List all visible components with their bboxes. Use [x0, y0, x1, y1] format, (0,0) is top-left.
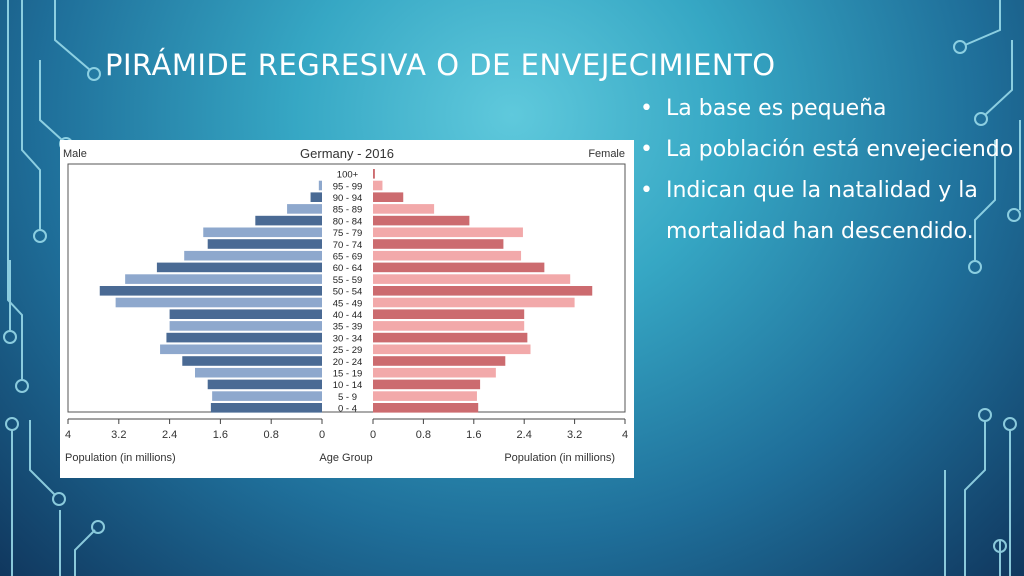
pyramid-svg: Germany - 2016 Male Female 100+95 - 9990…: [63, 146, 628, 464]
bullet-item: • Indican que la natalidad y la mortalida…: [636, 170, 1016, 252]
tick-label-right: 4: [622, 429, 628, 441]
female-bar-90-94: [373, 192, 404, 202]
x-axis-label-left: Population (in millions): [65, 452, 176, 464]
female-bar-50-54: [373, 286, 593, 296]
bullet-text: Indican que la natalidad y la mortalidad…: [666, 178, 978, 244]
age-group-label: 80 - 84: [333, 216, 363, 227]
chart-title: Germany - 2016: [300, 146, 394, 161]
male-bar-70-74: [207, 239, 322, 249]
female-bar-25-29: [373, 344, 531, 355]
tick-label-right: 0: [370, 429, 376, 441]
tick-label-left: 4: [65, 429, 71, 441]
bullet-item: • La base es pequeña: [636, 88, 1016, 129]
age-group-label: 85 - 89: [333, 205, 363, 216]
female-bar-10-14: [373, 379, 481, 390]
male-bar-50-54: [99, 286, 322, 296]
age-group-label: 45 - 49: [333, 298, 363, 309]
x-axis-label-right: Population (in millions): [504, 452, 615, 464]
tick-label-right: 0.8: [416, 429, 431, 441]
tick-label-left: 0.8: [264, 429, 279, 441]
female-bar-30-34: [373, 332, 528, 343]
age-group-label: 90 - 94: [333, 193, 363, 204]
female-bar-40-44: [373, 309, 525, 319]
age-group-label: 95 - 99: [333, 181, 363, 192]
age-group-label: 50 - 54: [333, 287, 363, 298]
male-bar-90-94: [310, 192, 322, 202]
male-bar-65-69: [184, 250, 322, 261]
male-bar-80-84: [255, 215, 322, 226]
tick-label-left: 1.6: [213, 429, 228, 441]
slide-title: PIRÁMIDE REGRESIVA O DE ENVEJECIMIENTO: [105, 48, 776, 82]
age-group-label: 5 - 9: [338, 392, 357, 403]
male-bar-30-34: [166, 332, 322, 343]
bullet-dot-icon: •: [640, 137, 653, 162]
age-group-label: 40 - 44: [333, 310, 363, 321]
age-group-label: 15 - 19: [333, 369, 363, 380]
chart-male-label: Male: [63, 148, 87, 160]
age-group-label: 100+: [337, 170, 359, 181]
bullet-dot-icon: •: [640, 178, 653, 203]
female-bar-5-9: [373, 391, 477, 401]
tick-label-left: 0: [319, 429, 325, 441]
male-bar-95-99: [318, 180, 322, 191]
male-bar-25-29: [160, 344, 322, 355]
age-group-label: 30 - 34: [333, 333, 363, 344]
bullet-text: La población está envejeciendo: [666, 137, 1014, 162]
male-bar-45-49: [115, 297, 322, 308]
age-group-label: 20 - 24: [333, 357, 363, 368]
female-bar-15-19: [373, 367, 496, 378]
female-bar-45-49: [373, 297, 575, 308]
male-bar-20-24: [182, 356, 322, 366]
male-bar-55-59: [125, 274, 323, 284]
bullet-text: La base es pequeña: [666, 96, 887, 121]
population-pyramid-chart: Germany - 2016 Male Female 100+ 95 - 99 90…: [60, 140, 634, 478]
tick-label-right: 2.4: [517, 429, 532, 441]
age-group-label: 75 - 79: [333, 228, 363, 239]
female-bar-75-79: [373, 227, 523, 238]
bullet-dot-icon: •: [640, 96, 653, 121]
age-group-label: 55 - 59: [333, 275, 363, 286]
female-bar-95-99: [373, 180, 383, 191]
male-bar-60-64: [156, 262, 322, 273]
female-bar-55-59: [373, 274, 571, 284]
age-group-label: 60 - 64: [333, 263, 363, 274]
age-group-label: 70 - 74: [333, 240, 363, 251]
female-bar-65-69: [373, 250, 522, 261]
male-bar-15-19: [195, 367, 322, 378]
female-bar-100+: [373, 169, 375, 179]
female-bar-85-89: [373, 204, 435, 214]
female-bar-80-84: [373, 215, 470, 226]
age-group-label: 0 - 4: [338, 404, 357, 415]
tick-label-left: 3.2: [111, 429, 126, 441]
tick-label-left: 2.4: [162, 429, 177, 441]
age-group-label: 10 - 14: [333, 380, 363, 391]
chart-female-label: Female: [588, 148, 625, 160]
male-bar-5-9: [212, 391, 322, 401]
tick-label-right: 1.6: [466, 429, 481, 441]
female-bar-60-64: [373, 262, 545, 273]
male-bar-35-39: [169, 321, 322, 331]
female-bar-0-4: [373, 403, 479, 413]
x-axis-label-center: Age Group: [319, 452, 372, 464]
tick-label-right: 3.2: [567, 429, 582, 441]
male-bar-0-4: [210, 403, 322, 413]
female-bar-70-74: [373, 239, 504, 249]
age-group-label: 65 - 69: [333, 252, 363, 263]
female-bar-35-39: [373, 321, 525, 331]
male-bar-10-14: [207, 379, 322, 390]
male-bar-85-89: [287, 204, 322, 214]
bullet-list: • La base es pequeña • La población está e…: [636, 88, 1016, 252]
male-bar-40-44: [169, 309, 322, 319]
plot-frame: [67, 163, 626, 413]
age-group-label: 25 - 29: [333, 345, 363, 356]
female-bar-20-24: [373, 356, 506, 366]
male-bar-75-79: [203, 227, 322, 238]
bullet-item: • La población está envejeciendo: [636, 129, 1016, 170]
age-group-label: 35 - 39: [333, 322, 363, 333]
